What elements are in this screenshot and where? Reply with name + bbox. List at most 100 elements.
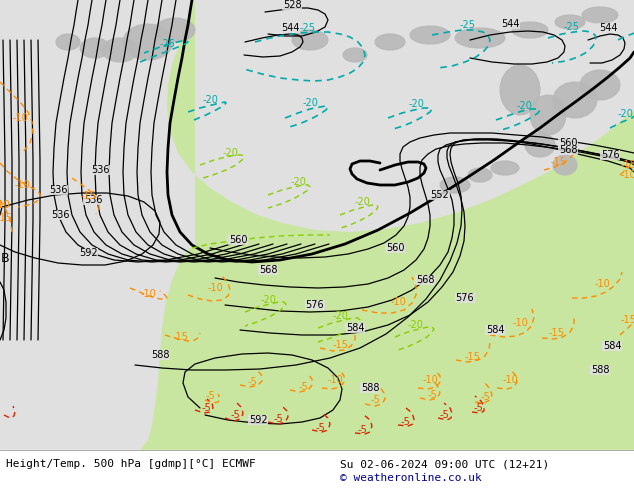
Text: -10: -10 (422, 375, 438, 385)
Polygon shape (553, 82, 597, 118)
Polygon shape (555, 15, 585, 29)
Text: -15: -15 (548, 328, 564, 338)
Text: Su 02-06-2024 09:00 UTC (12+21): Su 02-06-2024 09:00 UTC (12+21) (340, 459, 549, 469)
Text: -20: -20 (260, 295, 276, 305)
Text: 584: 584 (603, 341, 621, 351)
Text: 536: 536 (91, 165, 109, 175)
Text: -15: -15 (0, 213, 12, 223)
Text: -20: -20 (617, 109, 633, 119)
Text: -5: -5 (357, 425, 367, 435)
Text: -10: -10 (12, 113, 28, 123)
Polygon shape (468, 168, 492, 182)
Text: -5: -5 (298, 382, 308, 392)
Text: 568: 568 (416, 275, 434, 285)
Text: -15: -15 (620, 160, 634, 170)
Polygon shape (553, 155, 577, 175)
Text: 584: 584 (486, 325, 504, 335)
Polygon shape (140, 0, 634, 490)
Text: -5: -5 (439, 410, 449, 420)
Text: -10: -10 (502, 375, 518, 385)
Polygon shape (525, 133, 555, 157)
Text: -20: -20 (302, 98, 318, 108)
Text: -5: -5 (315, 423, 325, 433)
Polygon shape (500, 65, 540, 115)
Text: 560: 560 (559, 138, 577, 148)
Polygon shape (580, 70, 620, 100)
Text: -10: -10 (512, 318, 528, 328)
Text: -5: -5 (370, 395, 380, 405)
Text: © weatheronline.co.uk: © weatheronline.co.uk (340, 473, 482, 483)
Text: 544: 544 (281, 23, 299, 33)
Text: -5: -5 (230, 410, 240, 420)
Text: 544: 544 (501, 19, 519, 29)
Text: -10: -10 (620, 170, 634, 180)
Text: -20: -20 (290, 177, 306, 187)
Text: -10: -10 (207, 283, 223, 293)
Text: 592: 592 (249, 415, 268, 425)
Text: -20: -20 (354, 197, 370, 207)
Text: -5: -5 (427, 390, 437, 400)
Polygon shape (410, 26, 450, 44)
Text: -20: -20 (407, 320, 423, 330)
Text: -5: -5 (205, 391, 215, 401)
Polygon shape (56, 34, 80, 50)
Text: -15: -15 (620, 315, 634, 325)
Text: 528: 528 (283, 0, 301, 10)
Polygon shape (124, 24, 173, 60)
Text: -20: -20 (222, 148, 238, 158)
Polygon shape (512, 22, 548, 38)
Polygon shape (81, 38, 110, 58)
Text: -20: -20 (516, 101, 532, 111)
Text: -25: -25 (300, 23, 316, 33)
Text: 568: 568 (559, 145, 577, 155)
Text: -25: -25 (460, 20, 476, 30)
Text: 588: 588 (361, 383, 379, 393)
Polygon shape (343, 48, 367, 62)
Text: -5: -5 (273, 414, 283, 424)
Text: 584: 584 (346, 323, 365, 333)
Polygon shape (375, 34, 405, 50)
Text: 576: 576 (456, 293, 474, 303)
Text: 536: 536 (51, 210, 69, 220)
Text: -15: -15 (464, 352, 480, 362)
Text: 592: 592 (79, 248, 97, 258)
Text: 588: 588 (151, 350, 169, 360)
Text: -10: -10 (14, 180, 30, 190)
Text: 552: 552 (430, 190, 450, 200)
Text: -5: -5 (400, 417, 410, 427)
Text: -10: -10 (140, 289, 156, 299)
Text: 568: 568 (259, 265, 277, 275)
Text: -5: -5 (247, 377, 257, 387)
Text: -5: -5 (480, 392, 490, 402)
Polygon shape (582, 7, 618, 23)
Polygon shape (155, 18, 195, 42)
Text: B: B (1, 251, 10, 265)
Polygon shape (440, 177, 470, 193)
Text: -15: -15 (550, 157, 566, 167)
Text: -10: -10 (327, 375, 343, 385)
Text: -15: -15 (172, 332, 188, 342)
Text: 544: 544 (598, 23, 618, 33)
Polygon shape (102, 38, 138, 62)
Text: -5: -5 (201, 403, 211, 413)
Text: -20: -20 (202, 95, 218, 105)
Text: 576: 576 (600, 150, 619, 160)
Text: 588: 588 (591, 365, 609, 375)
Text: 560: 560 (385, 243, 404, 253)
Text: 560: 560 (229, 235, 247, 245)
Text: -25: -25 (564, 22, 580, 32)
Text: -15: -15 (80, 191, 96, 201)
Polygon shape (292, 30, 328, 50)
Text: Height/Temp. 500 hPa [gdmp][°C] ECMWF: Height/Temp. 500 hPa [gdmp][°C] ECMWF (6, 459, 256, 469)
Text: -20: -20 (332, 311, 348, 321)
Text: -5: -5 (473, 403, 483, 413)
Text: 536: 536 (84, 195, 102, 205)
Polygon shape (491, 161, 519, 175)
Text: -10: -10 (594, 279, 610, 289)
Bar (0, 450, 634, 490)
Text: -10: -10 (0, 200, 10, 210)
Text: -15: -15 (332, 340, 348, 350)
Text: -10: -10 (390, 297, 406, 307)
Text: -25: -25 (160, 39, 176, 49)
Text: 576: 576 (306, 300, 325, 310)
